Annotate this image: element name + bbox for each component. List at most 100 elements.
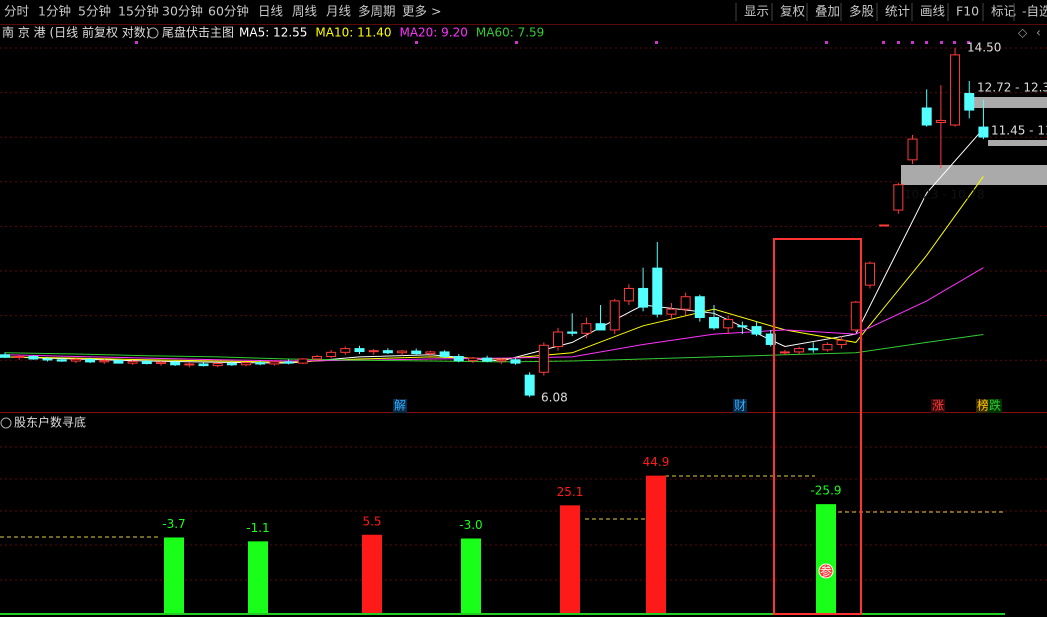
candle-body xyxy=(368,350,379,353)
event-marker[interactable]: 解 xyxy=(394,399,406,413)
value-label: -25.9 xyxy=(810,484,841,498)
candle-body xyxy=(397,350,408,354)
candle-body xyxy=(141,360,152,365)
candle-body xyxy=(893,184,904,211)
toolbar-tab[interactable]: 1分钟 xyxy=(38,4,71,19)
signal-dots xyxy=(135,41,970,44)
candle-body xyxy=(425,351,436,355)
candle-body xyxy=(439,351,450,357)
candle-body xyxy=(0,354,10,358)
candle-body xyxy=(354,348,365,353)
toolbar-tab[interactable]: 更多 > xyxy=(402,4,441,19)
toolbar-button[interactable]: 叠加 xyxy=(815,4,840,19)
toolbar-tab[interactable]: 15分钟 xyxy=(118,4,159,19)
candle-body xyxy=(496,359,507,362)
candle-body xyxy=(155,361,166,365)
toolbar-button[interactable]: 显示 xyxy=(744,4,769,19)
indicator-bar xyxy=(560,505,580,613)
candle-body xyxy=(411,350,422,355)
value-label: 25.1 xyxy=(557,485,584,499)
candle-body xyxy=(879,224,890,227)
toolbar-button[interactable]: 画线 xyxy=(920,4,946,19)
candle-body xyxy=(524,374,535,396)
signal-dot xyxy=(415,41,418,44)
toolbar-button[interactable]: 复权 xyxy=(780,4,806,19)
candle-body xyxy=(113,360,124,364)
event-marker[interactable]: 财 xyxy=(734,399,746,413)
candle-body xyxy=(241,362,252,366)
candle-body xyxy=(326,351,337,357)
event-marker[interactable]: 涨 xyxy=(932,398,944,413)
candle-body xyxy=(978,126,989,138)
value-label: -3.7 xyxy=(162,517,185,531)
candle-body xyxy=(850,301,861,331)
highlight-box xyxy=(773,238,862,615)
ma-label: MA20: 9.20 xyxy=(399,26,467,40)
candle-body xyxy=(170,361,181,366)
toolbar-tab[interactable]: 多周期 xyxy=(358,4,396,19)
candle-body xyxy=(822,343,833,351)
candle-body xyxy=(950,54,961,126)
collapse-icon[interactable]: ‹ xyxy=(1036,26,1041,40)
indicator-name[interactable]: 尾盘伏击主图 xyxy=(162,25,234,40)
candle-body xyxy=(28,355,39,360)
candle-body xyxy=(737,325,748,328)
diamond-icon[interactable]: ◇ xyxy=(1018,26,1028,40)
toolbar-tab[interactable]: 月线 xyxy=(326,4,352,19)
candle-body xyxy=(340,348,351,353)
candle-body xyxy=(964,92,975,111)
price-zone xyxy=(973,97,1047,108)
marker-bg xyxy=(733,399,747,413)
toolbar-tab[interactable]: 30分钟 xyxy=(162,4,203,19)
toolbar-button[interactable]: 标记 xyxy=(991,4,1017,19)
toolbar-button[interactable]: F10 xyxy=(956,4,979,19)
signal-dot xyxy=(655,41,658,44)
candle-body xyxy=(99,360,110,363)
event-marker[interactable]: 榜 xyxy=(977,398,989,413)
dropdown-icon[interactable] xyxy=(147,27,159,39)
price-zone xyxy=(901,165,1047,185)
event-marker[interactable]: 跌 xyxy=(989,398,1001,413)
signal-dot xyxy=(882,41,885,44)
price-annotation: 11.45 - 11. xyxy=(991,124,1047,138)
toolbar-tab[interactable]: 60分钟 xyxy=(208,4,249,19)
toolbar-button[interactable]: 多股 xyxy=(849,4,875,19)
toolbar-tab[interactable]: 日线 xyxy=(258,4,284,19)
toolbar-tab[interactable]: 分时 xyxy=(4,4,30,19)
ma-label: MA5: 12.55 xyxy=(239,26,307,40)
badge-text: 参 xyxy=(820,564,832,579)
indicator-bar xyxy=(164,537,184,613)
candle-body xyxy=(70,358,81,362)
candle-body xyxy=(567,331,578,334)
candle-body xyxy=(794,348,805,353)
signal-dot xyxy=(135,41,138,44)
candle-body xyxy=(467,357,478,362)
indicator-title[interactable]: 股东户数寻底 xyxy=(14,415,86,430)
toolbar-button[interactable]: 统计 xyxy=(885,4,910,19)
candle-body xyxy=(595,323,606,331)
candle-body xyxy=(553,331,564,348)
candle-body xyxy=(864,262,875,286)
candle-body xyxy=(382,350,393,354)
toolbar-tab[interactable]: 周线 xyxy=(292,4,318,19)
candle-body xyxy=(226,363,237,366)
candle-body xyxy=(297,358,308,364)
marker-bg xyxy=(393,399,407,413)
signal-dot xyxy=(515,41,518,44)
candle-body xyxy=(482,357,493,362)
candle-body xyxy=(56,359,67,362)
signal-dot xyxy=(967,41,970,44)
dropdown-icon[interactable] xyxy=(0,417,12,429)
candle-body xyxy=(694,296,705,318)
toolbar-tab[interactable]: 5分钟 xyxy=(78,4,111,19)
candle-body xyxy=(198,363,209,367)
candle-body xyxy=(723,319,734,329)
candle-body xyxy=(652,267,663,315)
signal-dot xyxy=(940,41,943,44)
indicator-bar xyxy=(816,504,836,613)
ma-label: MA10: 11.40 xyxy=(315,26,391,40)
toolbar-button[interactable]: -自选 xyxy=(1022,4,1047,19)
candle-body xyxy=(935,119,946,124)
